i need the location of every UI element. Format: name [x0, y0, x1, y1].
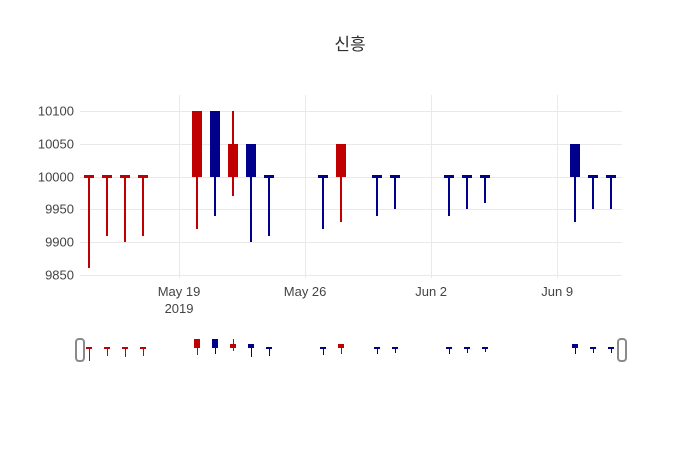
candle-body[interactable] [102, 175, 112, 179]
candle-body[interactable] [480, 175, 491, 179]
x-gridline [431, 95, 433, 278]
candle-body [338, 343, 345, 349]
candle-wick [106, 176, 108, 236]
y-tick-label: 9850 [45, 267, 74, 283]
candle-body [230, 343, 237, 349]
candle-body[interactable] [318, 175, 329, 179]
y-gridline [80, 176, 622, 178]
x-tick-label: Jun 9 [541, 284, 574, 299]
candle-body [374, 347, 381, 350]
candle-wick [376, 348, 378, 354]
y-tick-label: 10000 [37, 169, 74, 185]
x-gridline [305, 95, 307, 278]
candle-wick [250, 144, 253, 243]
x-tick-year-label: 2019 [164, 301, 194, 316]
range-slider-left-handle[interactable] [75, 338, 85, 362]
candle-wick [610, 176, 613, 210]
candle-body[interactable] [210, 111, 221, 177]
candle-body [140, 347, 147, 350]
candle-body[interactable] [138, 175, 149, 179]
x-tick-label: May 19 [157, 284, 201, 299]
candle-body[interactable] [390, 175, 401, 179]
candle-body [104, 347, 110, 350]
candle-wick [88, 348, 90, 361]
candle-body[interactable] [336, 144, 347, 177]
candle-wick [574, 343, 576, 355]
candle-wick [268, 348, 270, 357]
range-slider-right-handle[interactable] [617, 338, 627, 362]
candle-body[interactable] [570, 144, 581, 177]
chart-title: 신흥 [334, 35, 366, 54]
y-gridline [80, 209, 622, 211]
y-tick-label: 10100 [37, 103, 74, 119]
candle-body [608, 347, 615, 350]
candle-body [446, 347, 453, 350]
x-tick-label: May 26 [283, 284, 327, 299]
candle-body [194, 339, 201, 349]
candle-body[interactable] [84, 175, 94, 179]
candle-body [122, 347, 129, 350]
candle-wick [322, 176, 325, 229]
candle-body[interactable] [264, 175, 275, 179]
x-gridline [179, 95, 181, 278]
candle-wick [88, 176, 90, 269]
y-tick-label: 9950 [45, 201, 74, 217]
candle-wick [448, 176, 451, 216]
candle-body [320, 347, 327, 350]
candle-body [590, 347, 597, 350]
candle-wick [484, 348, 486, 352]
candle-wick [448, 348, 450, 354]
candle-wick [340, 343, 342, 355]
x-tick-label: Jun 2 [415, 284, 448, 299]
candle-body[interactable] [246, 144, 257, 177]
candle-wick [106, 348, 108, 357]
y-gridline [80, 274, 622, 276]
y-gridline [80, 111, 622, 113]
candle-wick [142, 348, 144, 357]
candle-body [248, 343, 255, 349]
candle-body[interactable] [444, 175, 455, 179]
candle-wick [322, 348, 324, 356]
candle-wick [574, 144, 577, 223]
candle-body[interactable] [462, 175, 473, 179]
candle-wick [592, 348, 594, 353]
candle-wick [394, 348, 396, 353]
candle-body [86, 347, 92, 350]
candle-wick [376, 176, 379, 216]
candle-wick [484, 176, 487, 203]
candle-body[interactable] [588, 175, 599, 179]
candle-body[interactable] [192, 111, 203, 177]
candle-wick [466, 176, 469, 210]
candle-body [392, 347, 399, 350]
candle-body [572, 343, 579, 349]
y-gridline [80, 144, 622, 146]
candle-wick [394, 176, 397, 210]
y-tick-label: 10050 [37, 136, 74, 152]
candle-body [464, 347, 471, 350]
candle-wick [142, 176, 145, 236]
candle-body [266, 347, 273, 350]
candle-body[interactable] [372, 175, 383, 179]
candle-body [482, 347, 489, 350]
candle-wick [592, 176, 595, 210]
x-gridline [557, 95, 559, 278]
candle-wick [466, 348, 468, 353]
y-tick-label: 9900 [45, 234, 74, 250]
candle-body [212, 339, 219, 349]
y-gridline [80, 242, 622, 244]
candle-wick [268, 176, 271, 236]
candle-wick [340, 144, 343, 223]
candle-body[interactable] [120, 175, 131, 179]
candle-body[interactable] [228, 144, 239, 177]
candle-wick [124, 176, 127, 243]
candle-wick [124, 348, 126, 358]
candle-wick [610, 348, 612, 353]
candle-wick [250, 343, 252, 358]
range-slider[interactable] [80, 337, 622, 362]
plot-area[interactable] [80, 95, 622, 278]
candle-body[interactable] [606, 175, 617, 179]
